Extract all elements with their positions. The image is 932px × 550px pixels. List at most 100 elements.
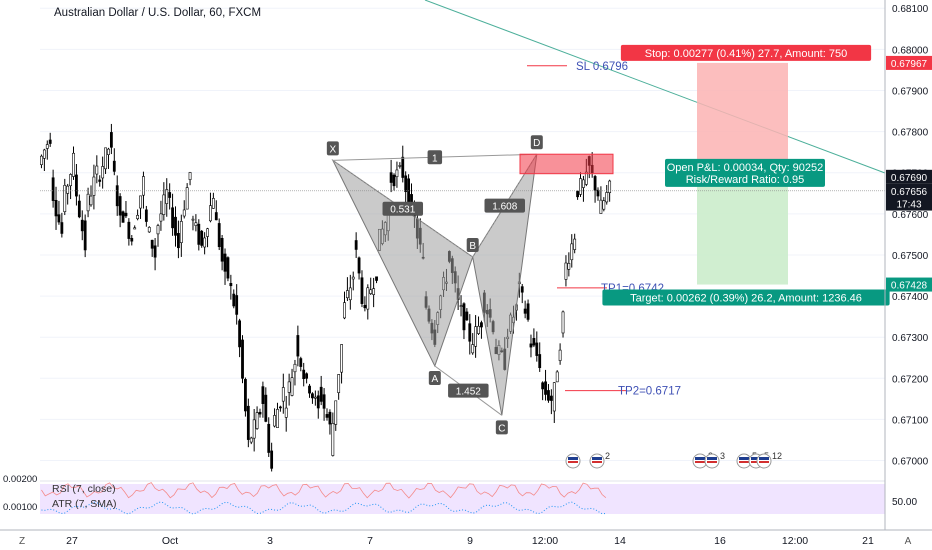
candle-body [238, 320, 241, 348]
candle-body [558, 349, 562, 361]
candle-body [214, 212, 218, 221]
candle-body [165, 189, 169, 204]
candle-body [109, 132, 113, 148]
time-tick: 9 [467, 535, 473, 547]
target-zone [697, 176, 788, 285]
candle-body [538, 354, 542, 369]
pattern-point-box [530, 135, 543, 150]
pattern-ratio-box [484, 198, 525, 213]
candle-body [86, 193, 90, 212]
candle-body [404, 175, 408, 193]
candles [40, 123, 612, 472]
indicator-tick: 0.00200 [3, 474, 37, 485]
event-flag-stripe [695, 461, 705, 463]
price-badge-box [886, 183, 932, 198]
candle-body [115, 185, 119, 207]
event-marker [565, 453, 581, 469]
candle-body [168, 192, 172, 198]
candle-body [200, 230, 204, 246]
candle-body [206, 228, 209, 237]
pattern-ratio-box [427, 150, 443, 165]
candle-body [477, 325, 480, 334]
candle-body [544, 381, 547, 395]
candle-body [523, 308, 527, 314]
candle-body [535, 342, 539, 356]
pattern-point-label: C [498, 423, 505, 434]
candle-body [244, 379, 247, 412]
candle-body [77, 200, 81, 218]
candle-body [328, 411, 332, 425]
candle-body [313, 396, 317, 399]
candle-body [357, 257, 361, 274]
event-flag-stripe [707, 457, 717, 460]
event-flag-stripe [759, 461, 769, 463]
stop-label: Stop: 0.00277 (0.41%) 27.7, Amount: 750 [620, 44, 872, 61]
pattern-ratio: 0.531 [382, 201, 424, 216]
candle-body [354, 240, 358, 250]
candle-body [343, 302, 346, 319]
price-badge: 0.67967 [886, 55, 932, 70]
event-count: 12 [772, 451, 782, 461]
candle-body [98, 179, 102, 182]
pnl-box [665, 158, 825, 187]
candle-body [549, 395, 553, 401]
candle-body [69, 174, 72, 187]
candle-body [133, 227, 137, 230]
event-flag-stripe [592, 457, 602, 460]
candle-body [130, 238, 134, 242]
candle-body [334, 400, 338, 425]
price-badge: 0.67690 [886, 169, 932, 184]
pattern-point-box [495, 420, 508, 435]
price-badge: 0.67656 [886, 183, 932, 198]
pattern-xab [331, 158, 474, 368]
candle-body [599, 199, 603, 214]
candle-body [276, 409, 279, 428]
candle-body [337, 374, 341, 393]
rsi-label: RSI (7, close) [52, 483, 116, 495]
candle-body [351, 276, 355, 280]
candle-body [529, 343, 533, 348]
candle-body [252, 419, 256, 439]
corner-right-label: A [905, 536, 912, 547]
pattern-ratio-label: 1.452 [456, 387, 481, 398]
candle-body [360, 277, 364, 304]
candle-body [211, 198, 215, 209]
time-tick: 7 [367, 535, 373, 547]
pattern-point-x: X [326, 141, 339, 156]
pattern-point-label: D [533, 138, 540, 149]
candle-body [570, 243, 574, 261]
pattern-ratio-box [382, 201, 424, 216]
candle-body [144, 209, 148, 222]
candle-body [150, 239, 154, 249]
event-marker: 2 [589, 451, 610, 469]
candle-body [401, 156, 405, 178]
candle-body [602, 200, 606, 210]
candle-body [83, 220, 87, 251]
candle-body [217, 223, 221, 248]
candle-body [203, 237, 207, 248]
pattern-ratio-label: 1 [432, 153, 438, 164]
level-label: TP2=0.6717 [618, 386, 681, 398]
pattern-point-label: B [469, 241, 476, 252]
candle-body [281, 387, 285, 402]
pattern-point-c: C [495, 420, 508, 435]
target-label-box [602, 289, 890, 306]
candle-body [564, 262, 568, 280]
candle-body [526, 303, 530, 320]
candle-body [302, 369, 306, 379]
price-badge: 17:43 [886, 196, 932, 211]
pattern-point-b: B [466, 238, 479, 253]
price-badge-box [886, 55, 932, 70]
candle-body [107, 148, 110, 155]
stop-label-box [620, 44, 872, 61]
candle-body [264, 394, 268, 422]
candle-body [80, 219, 84, 232]
price-badge-text: 0.67967 [891, 59, 928, 70]
price-badge-text: 0.67656 [891, 187, 928, 198]
candle-body [340, 344, 343, 373]
candle-body [63, 185, 67, 213]
pattern-point-d: D [530, 135, 543, 150]
candle-body [555, 371, 559, 383]
event-flag-stripe [739, 457, 749, 460]
